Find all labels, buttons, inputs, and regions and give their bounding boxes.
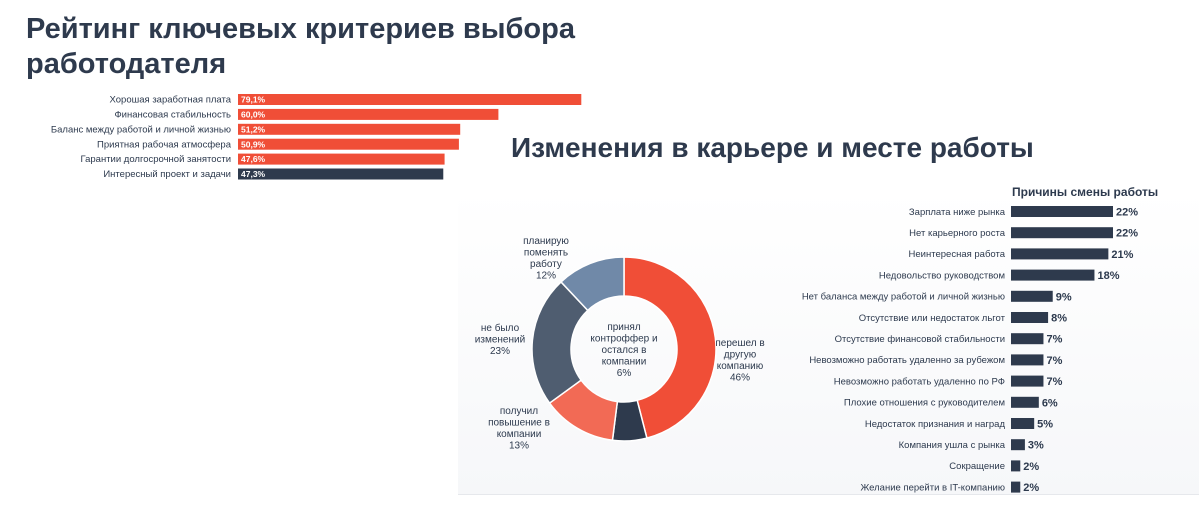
reasons-category-label: Нет карьерного роста — [909, 228, 1006, 239]
ranking-value-label: 51,2% — [241, 124, 266, 134]
reasons-bar — [1011, 333, 1044, 345]
reasons-category-label: Невозможно работать удаленно за рубежом — [809, 355, 1005, 366]
ranking-category-label: Баланс между работой и личной жизнью — [51, 124, 231, 135]
reasons-value-label: 21% — [1111, 249, 1133, 261]
reasons-category-label: Неинтересная работа — [909, 249, 1006, 260]
donut-slice-label: получил повышение в компании — [488, 406, 550, 440]
reasons-bar — [1011, 248, 1109, 260]
reasons-value-label: 18% — [1097, 270, 1119, 282]
reasons-value-label: 9% — [1056, 291, 1072, 303]
reasons-value-label: 7% — [1046, 376, 1062, 388]
ranking-bar — [238, 94, 582, 105]
reasons-category-label: Плохие отношения с руководителем — [844, 398, 1005, 409]
ranking-category-label: Финансовая стабильность — [114, 110, 231, 121]
reasons-bar — [1011, 375, 1044, 387]
reasons-bar — [1011, 418, 1035, 429]
chart-panel-background — [458, 190, 1199, 495]
reasons-value-label: 7% — [1046, 355, 1062, 367]
reasons-category-label: Нет баланса между работой и личной жизнь… — [802, 292, 1005, 303]
reasons-category-label: Сокращение — [949, 461, 1005, 472]
ranking-title: Рейтинг ключевых критериев выбора работо… — [26, 13, 575, 80]
panel-baseline — [458, 494, 1199, 495]
ranking-bar — [238, 123, 461, 135]
reasons-bar — [1011, 460, 1021, 472]
donut-slice-label: не было изменений — [475, 322, 525, 346]
ranking-category-label: Приятная рабочая атмосфера — [97, 139, 232, 150]
ranking-category-label: Гарантии долгосрочной занятости — [80, 154, 231, 165]
reasons-bar — [1011, 227, 1113, 239]
reasons-bar — [1011, 269, 1095, 281]
reasons-bar — [1011, 354, 1044, 366]
ranking-bar — [238, 168, 444, 180]
reasons-value-label: 7% — [1046, 334, 1062, 346]
ranking-value-label: 60,0% — [241, 110, 266, 120]
reasons-value-label: 22% — [1116, 228, 1138, 240]
reasons-category-label: Недовольство руководством — [879, 270, 1005, 281]
ranking-category-label: Хорошая заработная плата — [110, 95, 232, 106]
reasons-category-label: Отсутствие финансовой стабильности — [835, 334, 1005, 345]
reasons-bar — [1011, 481, 1021, 493]
ranking-value-label: 79,1% — [241, 95, 266, 105]
ranking-category-label: Интересный проект и задачи — [103, 169, 231, 180]
donut-slice — [559, 256, 625, 312]
donut-slice — [623, 256, 717, 440]
reasons-category-label: Отсутствие или недостаток льгот — [859, 313, 1006, 324]
ranking-value-label: 50,9% — [241, 139, 266, 149]
reasons-category-label: Невозможно работать удаленно по РФ — [834, 376, 1005, 387]
changes-title: Изменения в карьере и месте работы — [511, 132, 1034, 163]
reasons-bar — [1011, 439, 1025, 451]
donut-slice-label: планирую поменять работу — [523, 236, 569, 270]
donut-slice-value: 13% — [509, 441, 529, 452]
reasons-bar — [1011, 206, 1113, 217]
reasons-category-label: Желание перейти в IT-компанию — [861, 482, 1005, 493]
ranking-bar — [238, 153, 445, 165]
reasons-value-label: 22% — [1116, 207, 1138, 219]
reasons-bar — [1011, 396, 1039, 408]
reasons-value-label: 5% — [1037, 419, 1053, 431]
donut-center-label: принял контроффер и остался в компании — [590, 322, 657, 368]
reasons-bar — [1011, 312, 1049, 323]
donut-slice-value: 12% — [536, 271, 556, 282]
donut-slice-label: перешел в другую компанию — [715, 338, 764, 372]
ranking-value-label: 47,3% — [241, 169, 266, 179]
reasons-category-label: Зарплата ниже рынка — [909, 207, 1006, 218]
reasons-chart-title: Причины смены работы — [1012, 185, 1158, 199]
ranking-bar — [238, 138, 459, 150]
reasons-category-label: Недостаток признания и наград — [865, 419, 1006, 430]
reasons-value-label: 2% — [1023, 482, 1039, 494]
donut-slice-value: 46% — [730, 373, 750, 384]
reasons-value-label: 2% — [1023, 461, 1039, 473]
donut-slice-value: 23% — [490, 346, 510, 357]
reasons-bar — [1011, 290, 1053, 302]
reasons-value-label: 6% — [1042, 397, 1058, 409]
ranking-bar — [238, 108, 499, 120]
ranking-value-label: 47,6% — [241, 154, 266, 164]
reasons-category-label: Компания ушла с рынка — [899, 440, 1006, 451]
reasons-value-label: 3% — [1028, 440, 1044, 452]
donut-center-value: 6% — [617, 368, 632, 379]
reasons-value-label: 8% — [1051, 313, 1067, 325]
